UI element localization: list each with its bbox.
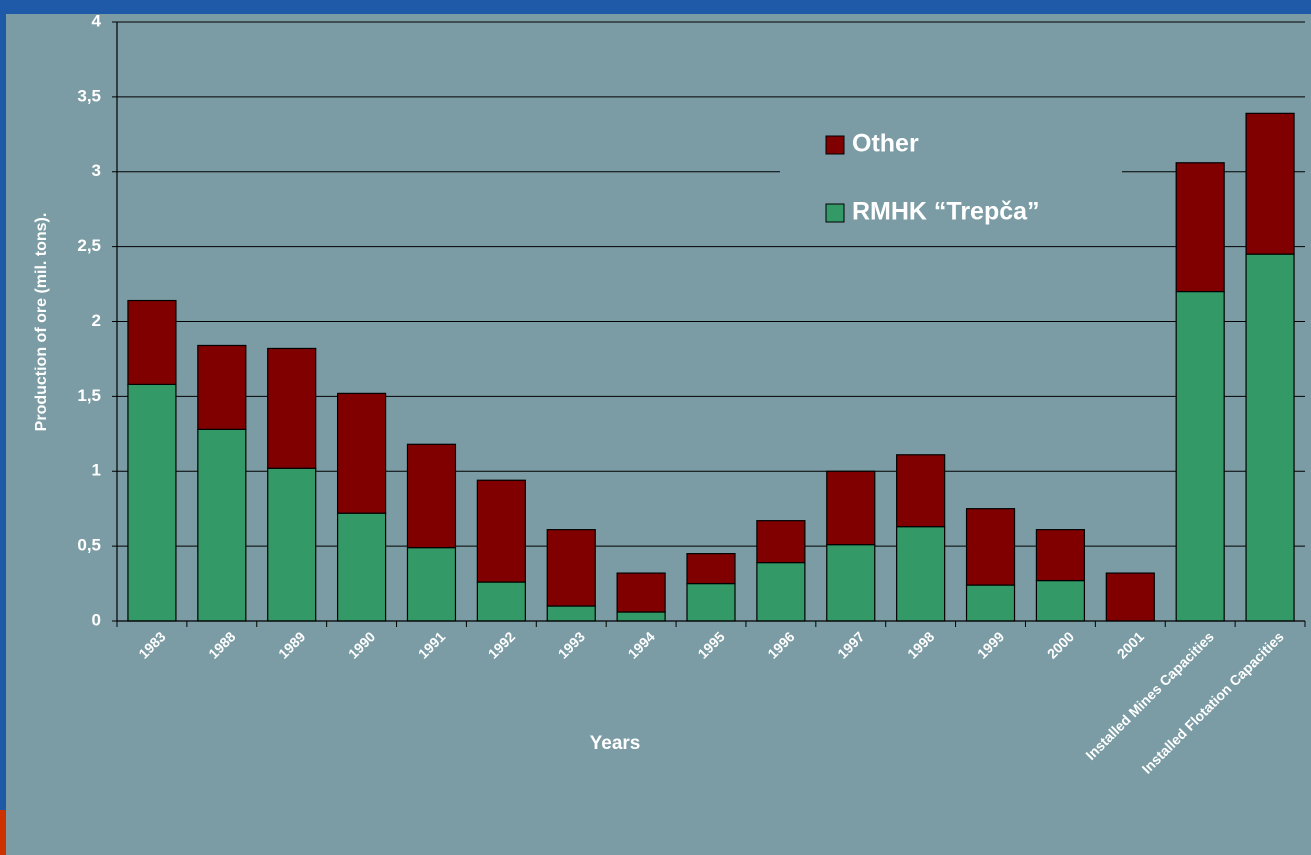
x-tick-label: 1993 bbox=[555, 628, 588, 661]
y-tick-label: 3 bbox=[92, 161, 101, 180]
x-tick-label: 1990 bbox=[345, 628, 378, 661]
bar-segment bbox=[267, 467, 317, 622]
bar-segment bbox=[546, 529, 596, 607]
x-tick-label: 1996 bbox=[764, 628, 797, 661]
x-tick-label: 1988 bbox=[205, 628, 238, 661]
side-band bbox=[0, 0, 6, 810]
bar-segment bbox=[1245, 112, 1295, 255]
legend-label: Other bbox=[852, 130, 919, 158]
side-accent bbox=[0, 810, 6, 855]
bar-segment bbox=[616, 572, 666, 613]
x-tick-label: 1999 bbox=[974, 628, 1007, 661]
bar-segment bbox=[826, 544, 876, 622]
bar-segment bbox=[826, 470, 876, 546]
bar-segment bbox=[616, 611, 666, 622]
x-tick-label: 1998 bbox=[904, 628, 937, 661]
bar-segment bbox=[127, 299, 177, 385]
bar-segment bbox=[686, 553, 736, 585]
bar-segment bbox=[1175, 162, 1225, 293]
y-tick-label: 1,5 bbox=[77, 386, 101, 405]
x-tick-label: 1995 bbox=[694, 628, 727, 661]
x-tick-label: 1997 bbox=[834, 628, 867, 661]
bar-segment bbox=[546, 605, 596, 622]
bar-segment bbox=[336, 512, 387, 622]
x-tick-label: 1989 bbox=[275, 628, 308, 661]
bar-segment bbox=[197, 344, 247, 430]
x-tick-label: Installed Flotation Capacities bbox=[1139, 628, 1287, 776]
bar-segment bbox=[1175, 290, 1225, 622]
y-tick-label: 4 bbox=[92, 11, 102, 30]
bar-segment bbox=[896, 454, 946, 528]
x-axis-title: Years bbox=[590, 733, 641, 754]
y-tick-label: 0,5 bbox=[77, 536, 101, 555]
x-tick-label: 2000 bbox=[1044, 628, 1077, 661]
y-tick-label: 2 bbox=[92, 311, 101, 330]
bar-segment bbox=[197, 428, 247, 622]
bar-segment bbox=[406, 443, 457, 549]
x-tick-label: Installed Mines Capacities bbox=[1082, 628, 1217, 763]
legend-swatch bbox=[825, 203, 845, 223]
bar-segment bbox=[406, 547, 457, 622]
y-tick-label: 2,5 bbox=[77, 236, 101, 255]
bar-segment bbox=[965, 508, 1016, 586]
y-axis-title: Production of ore (mil. tons). bbox=[33, 213, 50, 432]
x-tick-label: 1994 bbox=[625, 628, 658, 661]
bar-segment bbox=[686, 582, 736, 622]
x-tick-label: 2001 bbox=[1114, 628, 1147, 661]
bar-segment bbox=[476, 581, 526, 622]
bar-segment bbox=[267, 347, 317, 469]
bar-segment bbox=[756, 561, 806, 622]
bar-segment bbox=[127, 383, 177, 622]
bar-segment bbox=[1035, 529, 1086, 582]
bar-segment bbox=[965, 584, 1016, 622]
y-tick-label: 1 bbox=[92, 461, 101, 480]
x-tick-label: 1983 bbox=[135, 628, 168, 661]
legend-swatch bbox=[825, 135, 845, 155]
bar-segment bbox=[1245, 253, 1295, 622]
bar-segment bbox=[336, 392, 387, 514]
y-tick-label: 3,5 bbox=[77, 86, 101, 105]
bar-segment bbox=[1035, 579, 1086, 622]
bar-segment bbox=[756, 520, 806, 564]
x-tick-label: 1991 bbox=[415, 628, 448, 661]
y-tick-label: 0 bbox=[92, 610, 101, 629]
x-tick-label: 1992 bbox=[485, 628, 518, 661]
plot-area: 0 0,5 1 1,5 2 2,5 3 3,5 4 1983 1988 1989 1990 1991 199… bbox=[77, 11, 1306, 777]
bar-segment bbox=[476, 479, 526, 583]
bar-segment bbox=[1105, 572, 1155, 622]
bar-segment bbox=[896, 526, 946, 622]
header-band bbox=[0, 0, 1311, 14]
legend-label: RMHK “Trepča” bbox=[852, 198, 1040, 226]
